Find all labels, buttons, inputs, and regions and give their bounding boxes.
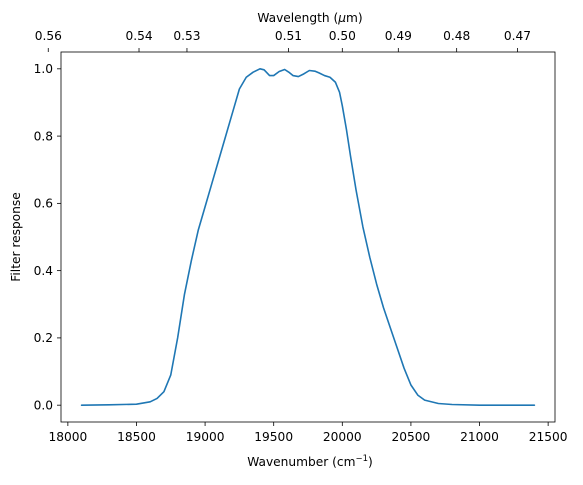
y-tick-label: 0.4	[34, 264, 54, 278]
x-axis-label: Wavenumber (cm−1)	[247, 454, 373, 469]
top-x-tick-label: 0.48	[443, 29, 470, 43]
plot-frame	[60, 51, 556, 423]
y-tick-label: 0.8	[34, 129, 53, 143]
x-tick-label: 18000	[48, 430, 87, 444]
y-axis-label: Filter response	[9, 192, 23, 281]
filter-response-line	[80, 68, 536, 406]
y-tick-label: 0.2	[34, 331, 53, 345]
top-x-tick-label: 0.53	[173, 29, 200, 43]
top-x-tick-label: 0.49	[385, 29, 412, 43]
bottom-x-axis-ticks: 18000 18500 19000 19500 20000 20500 21000 21500	[48, 422, 568, 444]
x-tick-label: 21500	[529, 430, 568, 444]
y-tick-label: 0.6	[34, 197, 53, 211]
top-x-tick-label: 0.56	[35, 29, 62, 43]
top-x-tick-label: 0.50	[329, 29, 356, 43]
top-x-axis-label: Wavelength (μm)	[257, 11, 362, 25]
top-x-tick-label: 0.47	[504, 29, 531, 43]
top-x-axis-ticks: 0.56 0.54 0.53 0.51 0.50 0.49 0.48 0.47	[35, 29, 531, 52]
x-tick-label: 19500	[254, 430, 293, 444]
x-tick-label: 20000	[323, 430, 362, 444]
x-tick-label: 19000	[186, 430, 225, 444]
top-x-tick-label: 0.51	[275, 29, 302, 43]
y-tick-label: 0.0	[34, 398, 53, 412]
top-x-tick-label: 0.54	[125, 29, 152, 43]
y-tick-label: 1.0	[34, 62, 53, 76]
x-tick-label: 18500	[117, 430, 156, 444]
x-tick-label: 20500	[392, 430, 431, 444]
y-axis-ticks: 0.0 0.2 0.4 0.6 0.8 1.0	[34, 62, 61, 412]
x-tick-label: 21000	[460, 430, 499, 444]
